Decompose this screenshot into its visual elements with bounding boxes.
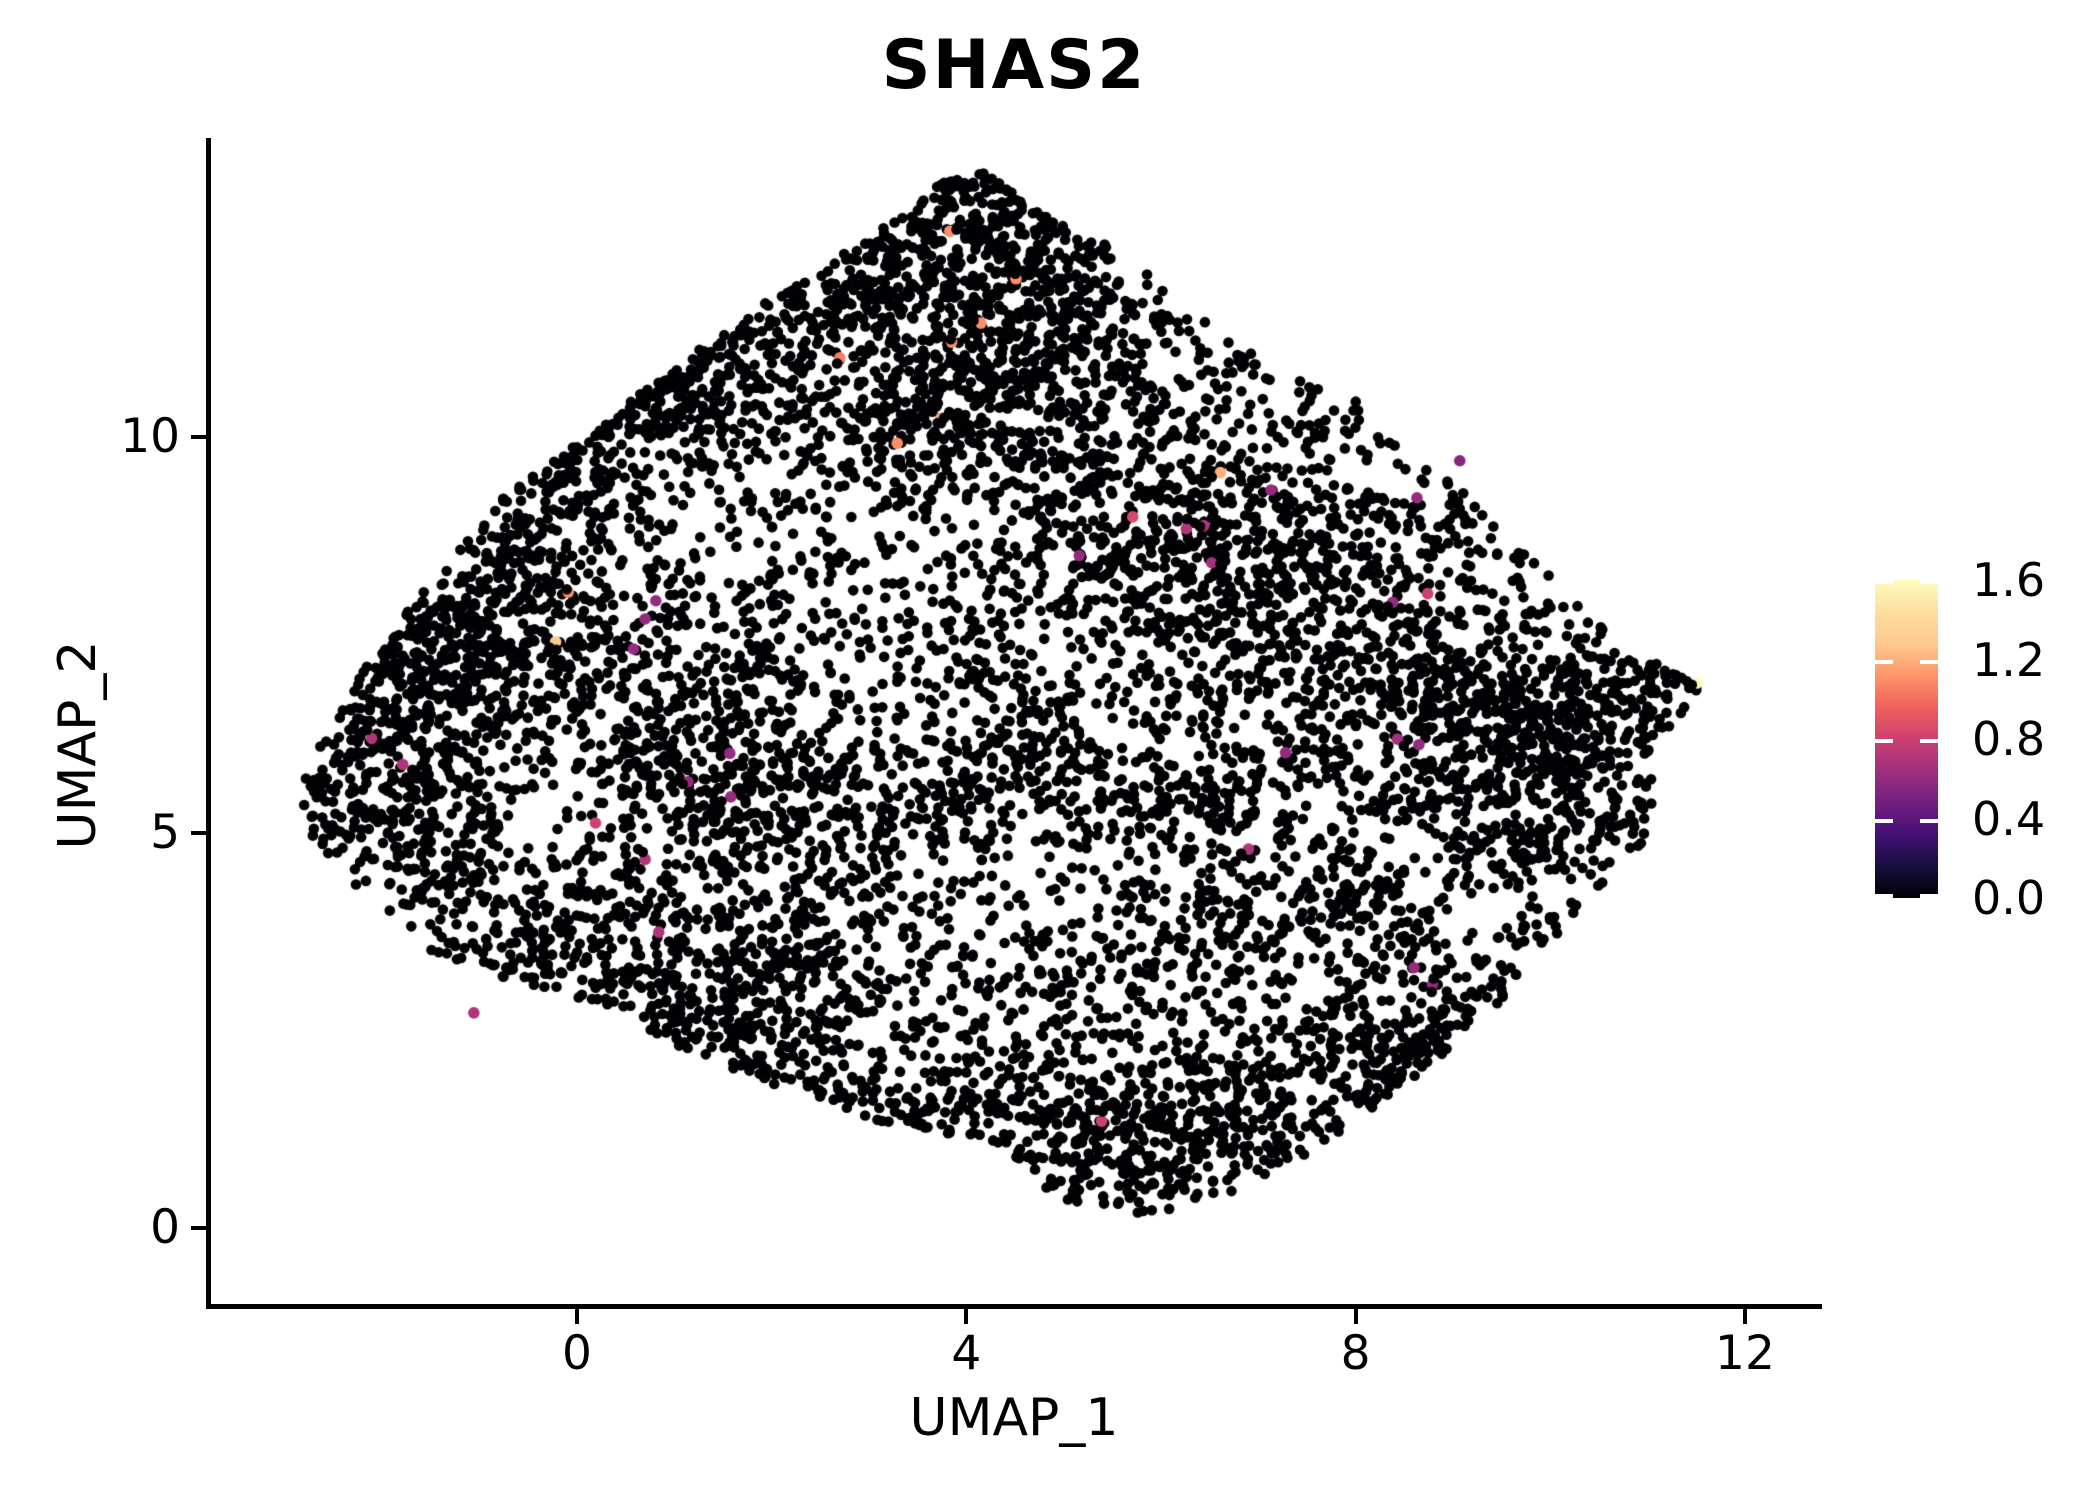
colorbar-tick-mark <box>1875 580 1893 584</box>
colorbar-tick-label: 1.6 <box>1972 553 2046 607</box>
x-tick-label: 4 <box>951 1326 982 1381</box>
y-tick-label: 10 <box>120 409 180 464</box>
colorbar-tick-mark <box>1920 580 1938 584</box>
x-tick-label: 0 <box>562 1326 592 1381</box>
x-tick-label: 12 <box>1715 1326 1775 1381</box>
y-tick-mark <box>191 830 206 835</box>
y-tick-mark <box>191 435 206 439</box>
x-tick-label: 8 <box>1340 1326 1371 1381</box>
colorbar-tick-mark <box>1875 818 1893 823</box>
y-axis-line <box>206 138 211 1309</box>
x-tick-mark <box>1742 1309 1747 1324</box>
plot-title: SHAS2 <box>881 26 1147 105</box>
colorbar-tick-mark <box>1920 818 1938 823</box>
colorbar-tick-label: 0.4 <box>1972 791 2046 846</box>
colorbar-tick-mark <box>1920 659 1938 664</box>
colorbar-tick-label: 0.8 <box>1972 712 2046 766</box>
x-axis-title: UMAP_1 <box>909 1388 1119 1448</box>
colorbar-tick-label: 0.0 <box>1972 871 2046 925</box>
colorbar-tick-label: 1.2 <box>1972 632 2046 687</box>
colorbar-tick-mark <box>1920 894 1938 898</box>
y-tick-label: 0 <box>150 1200 180 1255</box>
x-tick-mark <box>1353 1309 1358 1324</box>
colorbar-tick-mark <box>1920 739 1938 743</box>
colorbar-tick-mark <box>1875 739 1893 743</box>
y-tick-mark <box>191 1226 206 1230</box>
x-tick-mark <box>964 1309 969 1324</box>
colorbar-tick-mark <box>1875 659 1893 664</box>
colorbar-tick-mark <box>1875 894 1893 898</box>
y-tick-label: 5 <box>150 804 180 860</box>
x-axis-line <box>206 1304 1822 1309</box>
x-tick-mark <box>575 1309 579 1324</box>
